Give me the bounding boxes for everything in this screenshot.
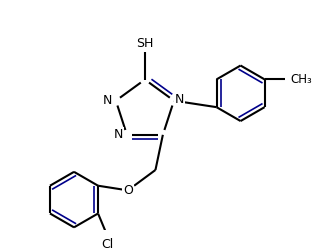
- Text: N: N: [175, 93, 184, 106]
- Text: Cl: Cl: [101, 239, 114, 249]
- Text: SH: SH: [136, 37, 154, 50]
- Text: N: N: [103, 94, 112, 107]
- Text: CH₃: CH₃: [290, 73, 312, 86]
- Text: N: N: [114, 128, 123, 141]
- Text: O: O: [123, 184, 133, 197]
